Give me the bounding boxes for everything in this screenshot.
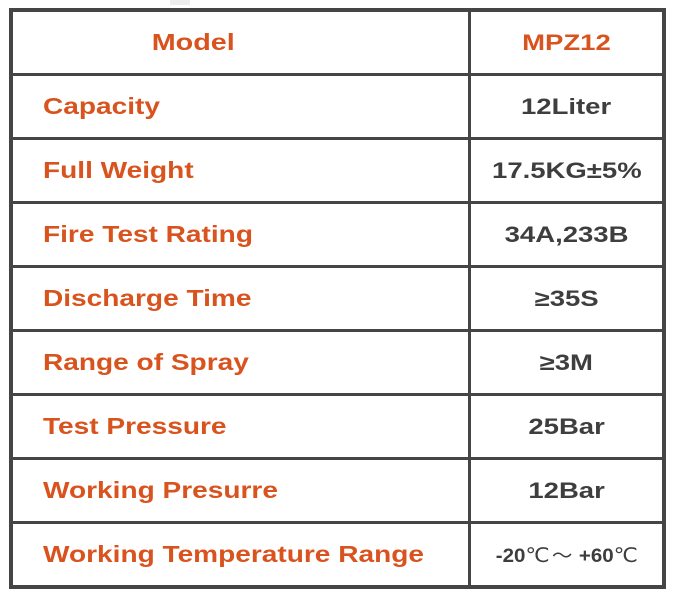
- table-row-model: Model MPZ12: [13, 12, 662, 76]
- temp-low: -20: [495, 546, 526, 567]
- row-value: -20℃ ～ +60℃: [495, 541, 637, 568]
- table-row-full-weight: Full Weight 17.5KG±5%: [13, 140, 662, 204]
- full-weight-label-cell: Full Weight: [13, 140, 468, 201]
- working-temperature-value-cell: -20℃ ～ +60℃: [468, 524, 662, 585]
- row-value: 34A,233B: [504, 221, 629, 247]
- capacity-value-cell: 12Liter: [468, 76, 662, 137]
- table-row-fire-test-rating: Fire Test Rating 34A,233B: [13, 204, 662, 268]
- row-label: Range of Spray: [43, 349, 249, 375]
- row-label: Test Pressure: [43, 413, 227, 439]
- full-weight-value-cell: 17.5KG±5%: [468, 140, 662, 201]
- row-value: 25Bar: [528, 413, 605, 439]
- row-value: ≥35S: [534, 285, 599, 311]
- model-value-cell: MPZ12: [468, 12, 662, 73]
- fire-test-rating-value-cell: 34A,233B: [468, 204, 662, 265]
- celsius-symbol: ℃: [613, 543, 638, 567]
- model-label: Model: [151, 29, 235, 55]
- table-row-working-temperature-range: Working Temperature Range -20℃ ～ +60℃: [13, 524, 662, 585]
- row-value: 12Liter: [521, 93, 612, 119]
- table-row-capacity: Capacity 12Liter: [13, 76, 662, 140]
- working-temperature-label-cell: Working Temperature Range: [13, 524, 468, 585]
- tilde-symbol: ～: [551, 545, 573, 567]
- row-label: Fire Test Rating: [43, 221, 253, 247]
- row-label: Working Presurre: [43, 477, 278, 503]
- capacity-label-cell: Capacity: [13, 76, 468, 137]
- top-edge-artifact: [170, 0, 190, 5]
- row-label: Full Weight: [43, 157, 194, 183]
- table-row-working-pressure: Working Presurre 12Bar: [13, 460, 662, 524]
- celsius-symbol: ℃: [525, 543, 550, 567]
- working-pressure-label-cell: Working Presurre: [13, 460, 468, 521]
- range-of-spray-value-cell: ≥3M: [468, 332, 662, 393]
- row-value: ≥3M: [539, 349, 594, 375]
- row-label: Working Temperature Range: [43, 541, 424, 567]
- temp-high: +60: [578, 546, 614, 567]
- table-row-test-pressure: Test Pressure 25Bar: [13, 396, 662, 460]
- table-row-range-of-spray: Range of Spray ≥3M: [13, 332, 662, 396]
- model-label-cell: Model: [13, 12, 468, 73]
- discharge-time-label-cell: Discharge Time: [13, 268, 468, 329]
- row-value: 12Bar: [528, 477, 605, 503]
- row-label: Discharge Time: [43, 285, 252, 311]
- fire-test-rating-label-cell: Fire Test Rating: [13, 204, 468, 265]
- table-row-discharge-time: Discharge Time ≥35S: [13, 268, 662, 332]
- row-label: Capacity: [43, 93, 160, 119]
- spec-table: Model MPZ12 Capacity 12Liter Full Weight…: [9, 8, 666, 589]
- test-pressure-label-cell: Test Pressure: [13, 396, 468, 457]
- row-value: 17.5KG±5%: [491, 157, 642, 183]
- model-value: MPZ12: [522, 29, 611, 55]
- working-pressure-value-cell: 12Bar: [468, 460, 662, 521]
- discharge-time-value-cell: ≥35S: [468, 268, 662, 329]
- test-pressure-value-cell: 25Bar: [468, 396, 662, 457]
- range-of-spray-label-cell: Range of Spray: [13, 332, 468, 393]
